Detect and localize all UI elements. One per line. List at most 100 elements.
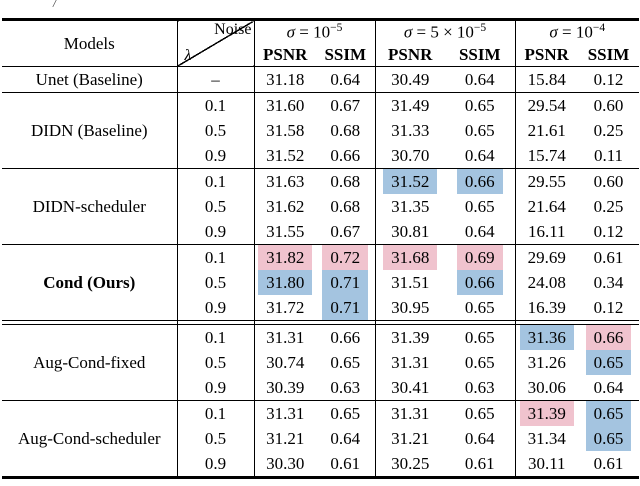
value: 0.63 xyxy=(330,377,361,397)
value: 0.25 xyxy=(593,196,624,216)
psnr-value: 31.39 xyxy=(515,400,578,426)
value: 29.55 xyxy=(527,171,566,191)
value: 0.65 xyxy=(464,95,495,115)
psnr-value: 31.80 xyxy=(254,270,316,295)
value: 31.26 xyxy=(527,352,566,372)
lambda-label: λ xyxy=(184,47,192,64)
highlighted-value: 0.65 xyxy=(585,401,632,426)
divider-cell xyxy=(177,320,255,325)
value: 0.68 xyxy=(330,171,361,191)
value: 0.65 xyxy=(330,352,361,372)
highlighted-value: 0.71 xyxy=(322,270,369,295)
psnr-value: 31.68 xyxy=(375,244,445,270)
lambda-value: 0.5 xyxy=(177,270,255,295)
psnr-value: 31.36 xyxy=(515,324,578,350)
ssim-value: 0.11 xyxy=(578,143,639,169)
divider-cell xyxy=(578,320,639,325)
psnr-value: 29.55 xyxy=(515,168,578,194)
ssim-header: SSIM xyxy=(316,44,376,67)
ssim-value: 0.12 xyxy=(578,66,639,93)
psnr-value: 31.49 xyxy=(375,92,445,118)
psnr-value: 31.52 xyxy=(254,143,316,169)
value: 30.30 xyxy=(266,453,305,473)
value: 31.31 xyxy=(266,327,305,347)
value: 16.11 xyxy=(527,221,566,241)
value: 31.55 xyxy=(266,221,305,241)
value: 0.65 xyxy=(464,327,495,347)
lambda-value: – xyxy=(177,66,255,93)
value: 0.65 xyxy=(464,120,495,140)
ssim-value: 0.65 xyxy=(445,194,516,219)
value: 0.61 xyxy=(593,453,624,473)
lambda-value: 0.1 xyxy=(177,244,255,270)
ssim-value: 0.66 xyxy=(316,143,376,169)
psnr-value: 31.62 xyxy=(254,194,316,219)
psnr-value: 30.81 xyxy=(375,219,445,245)
ssim-value: 0.61 xyxy=(578,244,639,270)
highlighted-value: 0.71 xyxy=(322,295,369,320)
sigma-base: 10 xyxy=(313,22,331,42)
model-name: Unet (Baseline) xyxy=(2,66,178,93)
lambda-value: 0.5 xyxy=(177,194,255,219)
value: 30.11 xyxy=(527,453,566,473)
ssim-header: SSIM xyxy=(445,44,516,67)
value: 0.68 xyxy=(330,120,361,140)
equals: = xyxy=(557,22,576,42)
divider-cell xyxy=(445,320,516,325)
psnr-value: 31.26 xyxy=(515,350,578,375)
ssim-header: SSIM xyxy=(578,44,639,67)
value: 31.52 xyxy=(266,145,305,165)
table-row: DIDN-scheduler 0.1 31.63 0.68 31.52 0.66 29.55… xyxy=(2,168,639,245)
ssim-value: 0.68 xyxy=(316,194,376,219)
lambda-value: 0.1 xyxy=(177,92,255,118)
lambda-value: 0.1 xyxy=(177,168,255,194)
equals: = xyxy=(295,22,314,42)
ssim-value: 0.69 xyxy=(445,244,516,270)
highlighted-value: 31.36 xyxy=(519,325,574,350)
table-row: 0.5 31.58 0.68 31.33 0.65 21.61 0.25 xyxy=(2,118,639,143)
ssim-value: 0.64 xyxy=(445,426,516,451)
value: 31.18 xyxy=(266,69,305,89)
ssim-value: 0.65 xyxy=(578,350,639,375)
header-row-metrics: PSNR SSIM PSNR SSIM PSNR SSIM xyxy=(2,44,639,67)
psnr-value: 31.55 xyxy=(254,219,316,245)
value: 0.12 xyxy=(593,297,624,317)
lambda-value: 0.1 xyxy=(177,324,255,350)
psnr-value: 31.31 xyxy=(254,324,316,350)
value: 16.39 xyxy=(527,297,566,317)
model-name: Aug-Cond-fixed xyxy=(2,324,178,401)
psnr-value: 31.35 xyxy=(375,194,445,219)
table-row: DIDN (Baseline) 0.1 31.60 0.67 31.49 0.65 29.5… xyxy=(2,92,639,169)
value: 30.25 xyxy=(391,453,430,473)
value: 15.74 xyxy=(527,145,566,165)
results-table: Models Noise λ σ = 10−5 σ = 5 × 10−5 σ =… xyxy=(2,18,639,479)
value: 31.51 xyxy=(391,272,430,292)
highlighted-value: 31.80 xyxy=(258,270,313,295)
value: 31.62 xyxy=(266,196,305,216)
value: 0.64 xyxy=(593,377,624,397)
ssim-value: 0.66 xyxy=(578,324,639,350)
psnr-value: 31.60 xyxy=(254,92,316,118)
lambda-value: 0.1 xyxy=(177,400,255,426)
value: 15.84 xyxy=(527,69,566,89)
ssim-value: 0.65 xyxy=(316,400,376,426)
lambda-value: 0.9 xyxy=(177,375,255,401)
ssim-value: 0.68 xyxy=(316,118,376,143)
value: 0.64 xyxy=(464,145,495,165)
value: 0.68 xyxy=(330,196,361,216)
divider-cell xyxy=(515,320,578,325)
ssim-value: 0.12 xyxy=(578,295,639,321)
model-name: DIDN-scheduler xyxy=(2,168,178,245)
psnr-value: 31.34 xyxy=(515,426,578,451)
ssim-value: 0.34 xyxy=(578,270,639,295)
value: 31.31 xyxy=(391,352,430,372)
psnr-value: 31.52 xyxy=(375,168,445,194)
table-row: 0.9 30.39 0.63 30.41 0.63 30.06 0.64 xyxy=(2,375,639,401)
header-row-sigma: Models Noise λ σ = 10−5 σ = 5 × 10−5 σ =… xyxy=(2,19,639,67)
psnr-value: 15.74 xyxy=(515,143,578,169)
ssim-value: 0.61 xyxy=(316,451,376,478)
value: 29.69 xyxy=(527,247,566,267)
table-row: Aug-Cond-fixed 0.1 31.31 0.66 31.39 0.65 31.36… xyxy=(2,324,639,401)
table-row: 0.5 30.74 0.65 31.31 0.65 31.26 0.65 xyxy=(2,350,639,375)
highlighted-value: 31.52 xyxy=(383,169,438,194)
